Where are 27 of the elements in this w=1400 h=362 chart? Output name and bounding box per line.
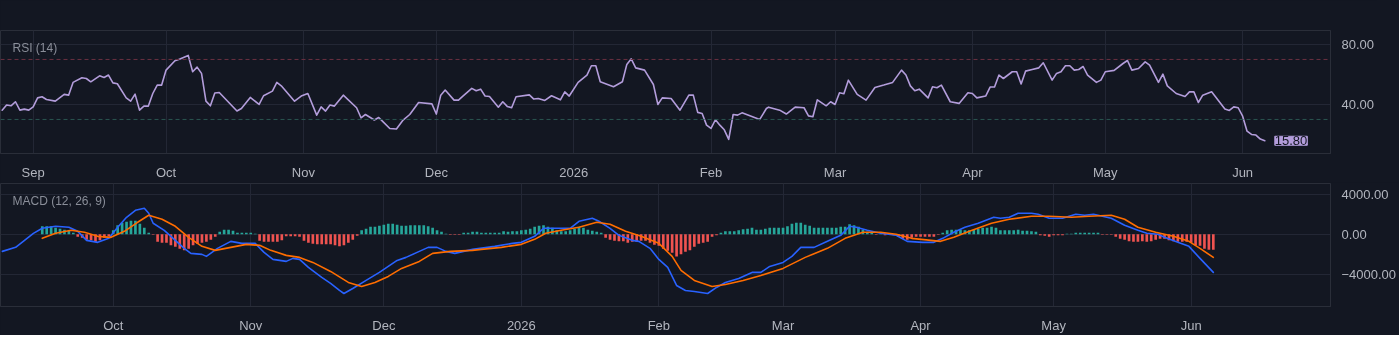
x-tick-label: Oct <box>103 317 124 333</box>
x-tick-label: 2026 <box>506 317 536 333</box>
x-tick-label: May <box>1093 164 1119 180</box>
x-tick-label: Dec <box>372 317 396 333</box>
x-tick-label: Feb <box>699 164 723 180</box>
text: RSI (14) <box>12 40 58 55</box>
y-tick-label: 80.00 <box>1341 36 1375 52</box>
text: MACD (12, 26, 9) <box>12 193 106 208</box>
x-tick-label: Apr <box>910 317 932 333</box>
x-tick-label: Jun <box>1180 317 1202 333</box>
x-tick-label: Apr <box>962 164 984 180</box>
y-tick-label: 0.00 <box>1341 226 1367 242</box>
y-tick-label: 4000.00 <box>1341 186 1389 202</box>
x-tick-label: Mar <box>771 317 795 333</box>
y-tick-label: −4000.00 <box>1341 266 1397 282</box>
x-tick-label: Jun <box>1232 164 1254 180</box>
x-tick-label: May <box>1041 317 1067 333</box>
x-tick-label: Mar <box>823 164 847 180</box>
x-tick-label: Sep <box>21 164 45 180</box>
x-tick-label: Nov <box>291 164 316 180</box>
annotation: 15.80 <box>1274 133 1308 149</box>
x-tick-label: Nov <box>239 317 263 333</box>
y-tick-label: 40.00 <box>1341 96 1375 112</box>
x-tick-label: Oct <box>155 164 177 180</box>
x-tick-label: Dec <box>424 164 449 180</box>
x-tick-label: 2026 <box>559 164 589 180</box>
x-tick-label: Feb <box>647 317 671 333</box>
